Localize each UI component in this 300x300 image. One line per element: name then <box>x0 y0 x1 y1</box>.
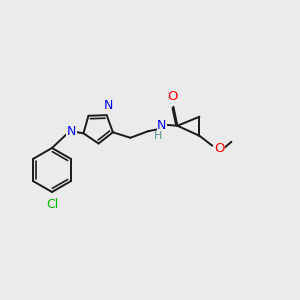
Text: O: O <box>167 90 178 103</box>
Text: O: O <box>214 142 225 155</box>
Text: N: N <box>157 119 167 132</box>
Text: N: N <box>67 125 76 138</box>
Text: H: H <box>154 131 162 141</box>
Text: Cl: Cl <box>46 199 58 212</box>
Text: N: N <box>104 99 113 112</box>
